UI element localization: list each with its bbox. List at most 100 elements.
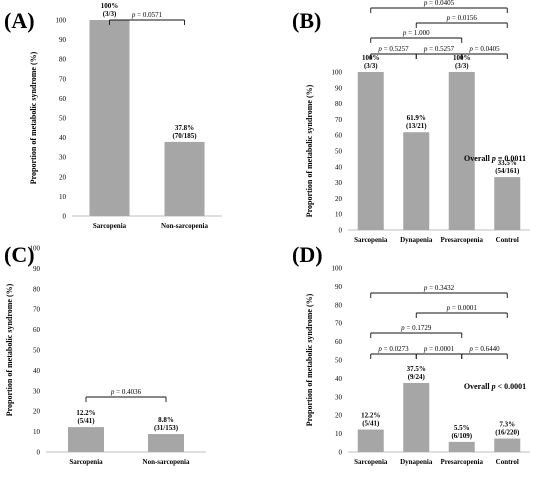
data-label-count: (31/153)	[154, 424, 179, 432]
p-value-label: p = 0.6440	[468, 345, 500, 353]
y-tick-label: 90	[335, 84, 343, 92]
y-axis-label: Proportion of metabolic syndrome (%)	[305, 84, 314, 217]
y-tick-label: 50	[335, 148, 343, 156]
data-label-percent: 12.2%	[76, 409, 95, 417]
y-tick-label: 0	[339, 449, 343, 457]
y-tick-label: 30	[335, 179, 343, 187]
p-value-label: p = 0.1729	[400, 324, 432, 332]
significance-bracket: p = 0.3432	[370, 284, 508, 298]
significance-bracket: p = 1.000	[370, 29, 463, 43]
category-label: Sarcopenia	[69, 458, 103, 466]
p-value-label: p = 0.0156	[446, 14, 478, 22]
y-tick-label: 60	[33, 326, 41, 334]
y-tick-label: 20	[59, 173, 67, 181]
category-label: Control	[496, 236, 519, 244]
category-label: Control	[496, 458, 519, 466]
p-value-label: p = 0.0001	[423, 345, 455, 353]
significance-bracket: p = 0.0405	[461, 45, 508, 59]
p-value-label: p = 0.0273	[377, 345, 409, 353]
y-tick-label: 10	[59, 193, 67, 201]
data-label-percent: 12.2%	[361, 412, 380, 420]
panel-label: (B)	[292, 8, 321, 33]
bar-sarcopenia	[357, 72, 384, 230]
data-label-count: (9/24)	[408, 373, 426, 381]
significance-bracket: p = 0.6440	[461, 345, 508, 359]
p-value-label: p = 0.0001	[446, 304, 478, 312]
chart-panel-d: (D) 0 10 20 30 40 50 60 70 80 90 100 Proportion of m…	[292, 242, 530, 466]
y-tick-label: 0	[339, 227, 343, 235]
y-tick-label: 30	[59, 154, 67, 162]
category-label: Non-sarcopenia	[143, 458, 190, 466]
y-axis-label: Proportion of metabolic syndrome (%)	[29, 51, 38, 184]
y-tick-label: 80	[33, 285, 41, 293]
category-label: Sarcopenia	[93, 222, 127, 230]
y-tick-label: 10	[335, 211, 343, 219]
panel-label: (A)	[4, 8, 35, 33]
y-tick-label: 100	[30, 245, 41, 253]
data-label-percent: 33.5%	[498, 159, 517, 167]
significance-bracket: p = 0.4036	[85, 388, 167, 402]
overall-p-value: Overall p = 0.0011	[464, 154, 526, 163]
y-tick-label: 70	[335, 320, 343, 328]
overall-p-value: Overall p < 0.0001	[464, 382, 526, 391]
data-label-count: (13/21)	[406, 122, 427, 130]
bar-control	[494, 177, 521, 230]
p-value-label: p = 0.5257	[423, 45, 455, 53]
y-tick-label: 0	[37, 449, 41, 457]
y-tick-label: 100	[56, 17, 67, 25]
significance-bracket: p = 0.1729	[370, 324, 463, 338]
y-tick-label: 80	[59, 56, 67, 64]
data-label-percent: 7.3%	[499, 421, 515, 429]
data-label-count: (16/220)	[495, 429, 520, 437]
y-tick-label: 60	[59, 95, 67, 103]
category-label: Presarcopenia	[440, 236, 483, 244]
significance-bracket: p = 0.0001	[415, 304, 508, 318]
bar-dynapenia	[403, 132, 430, 230]
panel-label: (C)	[4, 242, 35, 267]
y-tick-label: 40	[59, 134, 67, 142]
bar-sarcopenia	[357, 429, 384, 452]
data-label-count: (70/185)	[172, 132, 197, 140]
y-tick-label: 20	[335, 412, 343, 420]
data-label-count: (3/3)	[364, 62, 378, 70]
y-tick-label: 90	[335, 283, 343, 291]
data-label-count: (5/41)	[362, 420, 380, 428]
data-label-count: (3/3)	[103, 10, 117, 18]
bar-non-sarcopenia	[164, 141, 205, 216]
data-label-percent: 37.5%	[407, 365, 426, 373]
y-axis-label: Proportion of metabolic syndrome (%)	[5, 283, 14, 416]
y-tick-label: 90	[33, 265, 41, 273]
y-tick-label: 20	[335, 195, 343, 203]
data-label-count: (54/161)	[495, 167, 520, 175]
y-tick-label: 20	[33, 408, 41, 416]
category-label: Sarcopenia	[354, 458, 388, 466]
y-tick-label: 100	[332, 69, 343, 77]
y-tick-label: 40	[335, 375, 343, 383]
y-tick-label: 70	[335, 116, 343, 124]
p-value-label: p = 0.0571	[131, 11, 163, 19]
category-label: Presarcopenia	[440, 458, 483, 466]
p-value-label: p = 0.0405	[423, 0, 455, 7]
data-label-percent: 61.9%	[407, 114, 426, 122]
p-value-label: p = 0.3432	[423, 284, 455, 292]
y-tick-label: 70	[59, 75, 67, 83]
y-tick-label: 40	[33, 367, 41, 375]
p-value-label: p = 0.4036	[110, 388, 142, 396]
data-label-count: (5/41)	[77, 417, 95, 425]
category-label: Sarcopenia	[354, 236, 388, 244]
p-value-label: p = 1.000	[402, 29, 430, 37]
y-tick-label: 60	[335, 132, 343, 140]
significance-bracket: p = 0.0273	[370, 345, 417, 359]
y-tick-label: 100	[332, 265, 343, 273]
y-tick-label: 80	[335, 301, 343, 309]
data-label-count: (3/3)	[455, 62, 469, 70]
y-axis-label: Proportion of metabolic syndrome (%)	[305, 293, 314, 426]
bar-sarcopenia	[68, 427, 104, 452]
y-tick-label: 50	[335, 357, 343, 365]
bar-sarcopenia	[89, 20, 130, 216]
bar-non-sarcopenia	[148, 434, 184, 452]
panel-label: (D)	[292, 242, 323, 267]
category-label: Dynapenia	[400, 236, 433, 244]
y-tick-label: 30	[33, 387, 41, 395]
significance-bracket: p = 0.0571	[109, 11, 185, 25]
